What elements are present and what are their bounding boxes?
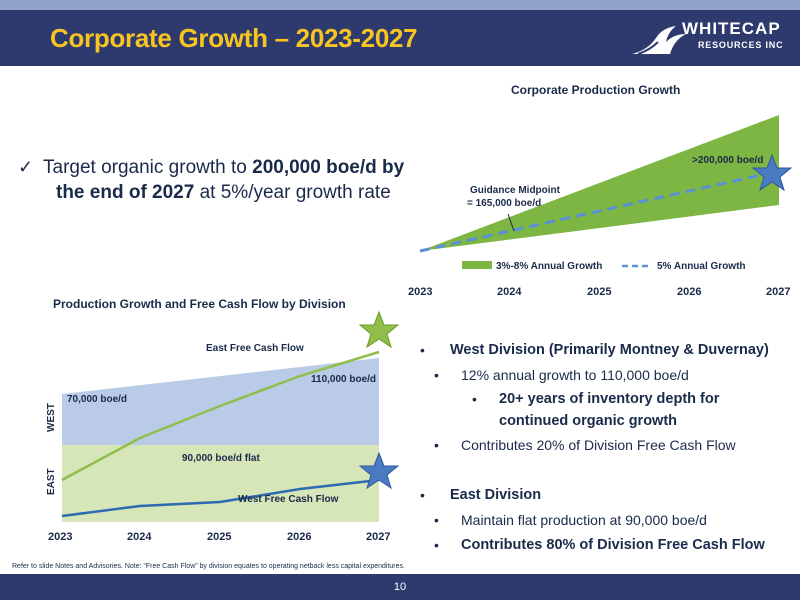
checkmark-icon: ✓	[18, 157, 34, 177]
footnote: Refer to slide Notes and Advisories. Not…	[12, 563, 405, 570]
div-x-tick: 2027	[366, 531, 391, 543]
west-point-1: 12% annual growth to 110,000 boe/d	[461, 367, 689, 383]
div-x-tick: 2025	[207, 531, 232, 543]
east-fcf-line	[61, 350, 380, 482]
guidance-label-2: = 165,000 boe/d	[467, 198, 542, 209]
bullet-dot: •	[472, 391, 477, 407]
east-point-1: Maintain flat production at 90,000 boe/d	[461, 512, 707, 528]
page-number: 10	[393, 581, 407, 593]
company-logo: WHITECAP RESOURCES INC	[630, 14, 790, 64]
blue-star-icon-div	[358, 451, 400, 490]
div-x-tick: 2023	[48, 531, 73, 543]
legend-dash-label: 5% Annual Growth	[657, 261, 746, 272]
west-fcf-line	[61, 478, 380, 518]
west-sub-line-1: 20+ years of inventory depth for	[499, 391, 720, 407]
div-x-tick: 2026	[287, 531, 312, 543]
bullet-dot: •	[434, 537, 439, 553]
bullet-dot: •	[420, 487, 425, 503]
east-fcf-label: East Free Cash Flow	[206, 343, 304, 354]
five-pct-dashed-line	[419, 171, 771, 253]
division-chart-title: Production Growth and Free Cash Flow by …	[53, 297, 346, 311]
corp-chart-title: Corporate Production Growth	[511, 83, 681, 97]
growth-band-area	[420, 115, 779, 251]
corp-x-tick: 2026	[677, 286, 702, 298]
div-x-tick: 2024	[127, 531, 152, 543]
west-sub-line-2: continued organic growth	[499, 413, 678, 429]
east-axis-label: EAST	[46, 468, 57, 495]
legend-band-label: 3%-8% Annual Growth	[496, 261, 603, 272]
east-heading: East Division	[450, 487, 542, 503]
blue-star-icon-corp	[751, 153, 793, 192]
target-line-2: the end of 2027 at 5%/year growth rate	[56, 182, 391, 203]
corp-x-tick: 2025	[587, 286, 612, 298]
wave-logo-icon	[632, 26, 686, 55]
logo-subtitle: RESOURCES INC	[698, 40, 784, 50]
bullet-dot: •	[434, 367, 439, 383]
east-bold-point: Contributes 80% of Division Free Cash Fl…	[461, 537, 765, 553]
legend-band-swatch	[462, 261, 492, 269]
west-area	[62, 358, 379, 445]
target-200k-label: >200,000 boe/d	[692, 155, 764, 166]
bullet-dot: •	[434, 512, 439, 528]
west-end-label: 110,000 boe/d	[311, 374, 377, 385]
east-flat-label: 90,000 boe/d flat	[182, 453, 260, 464]
guidance-label-1: Guidance Midpoint	[470, 185, 560, 196]
bullet-dot: •	[420, 342, 425, 358]
page-title: Corporate Growth – 2023-2027	[50, 23, 418, 53]
west-heading: West Division (Primarily Montney & Duver…	[450, 342, 769, 358]
corp-x-tick: 2027	[766, 286, 791, 298]
header-bar: Corporate Growth – 2023-2027 WHITECAP RE…	[0, 10, 800, 66]
west-point-2: Contributes 20% of Division Free Cash Fl…	[461, 437, 736, 453]
corp-x-tick: 2024	[497, 286, 522, 298]
guidance-pointer-line	[507, 213, 515, 232]
logo-wordmark: WHITECAP	[682, 19, 781, 38]
bullet-dot: •	[434, 437, 439, 453]
footer-bar: 10	[0, 574, 800, 600]
green-star-icon	[358, 310, 400, 349]
target-line-1: Target organic growth to 200,000 boe/d b…	[43, 157, 405, 178]
west-fcf-label: West Free Cash Flow	[238, 494, 339, 505]
top-accent-strip	[0, 0, 800, 10]
west-start-label: 70,000 boe/d	[67, 394, 128, 405]
west-axis-label: WEST	[46, 403, 57, 432]
corp-x-tick: 2023	[408, 286, 433, 298]
